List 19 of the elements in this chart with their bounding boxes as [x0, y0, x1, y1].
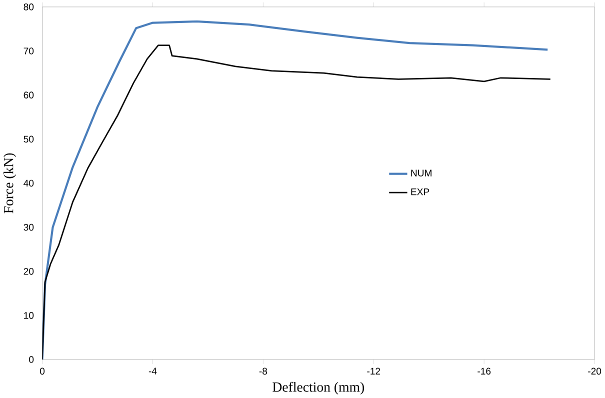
legend-label: NUM — [411, 170, 432, 176]
y-tick-label: 40 — [24, 180, 34, 187]
y-tick-label: 20 — [24, 268, 34, 275]
x-tick-label: -20 — [588, 368, 602, 375]
y-axis-title: Force (kN) — [4, 153, 16, 214]
x-tick-label: 0 — [40, 368, 45, 375]
x-tick-label: -12 — [367, 368, 380, 374]
y-tick-label: 60 — [24, 92, 34, 98]
x-axis-title: Deflection (mm) — [272, 382, 364, 394]
x-tick-label: -4 — [148, 368, 157, 374]
x-tick-label: -16 — [478, 368, 491, 375]
y-tick-label: 0 — [29, 356, 34, 363]
legend-label: EXP — [411, 188, 430, 196]
y-tick-label: 80 — [24, 4, 34, 10]
y-tick-label: 70 — [24, 48, 34, 54]
y-tick-label: 30 — [24, 224, 34, 231]
y-tick-label: 10 — [24, 312, 34, 319]
y-tick-label: 50 — [24, 136, 34, 143]
x-tick-label: -8 — [259, 368, 268, 375]
